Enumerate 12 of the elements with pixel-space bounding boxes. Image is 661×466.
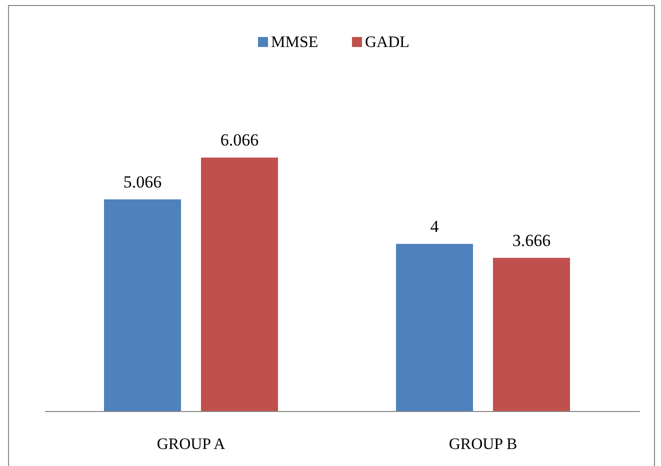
legend-label: MMSE [271, 34, 318, 51]
bar [396, 244, 473, 411]
x-tick-label: GROUP B [448, 436, 518, 453]
bar [201, 158, 278, 411]
data-label: 4 [430, 216, 440, 236]
data-label: 6.066 [220, 130, 259, 150]
bar [104, 199, 181, 411]
legend-label: GADL [365, 34, 410, 51]
bar [493, 258, 570, 411]
x-tick-label: GROUP A [156, 436, 226, 453]
data-label: 3.666 [512, 230, 551, 250]
data-label: 5.066 [123, 172, 162, 192]
